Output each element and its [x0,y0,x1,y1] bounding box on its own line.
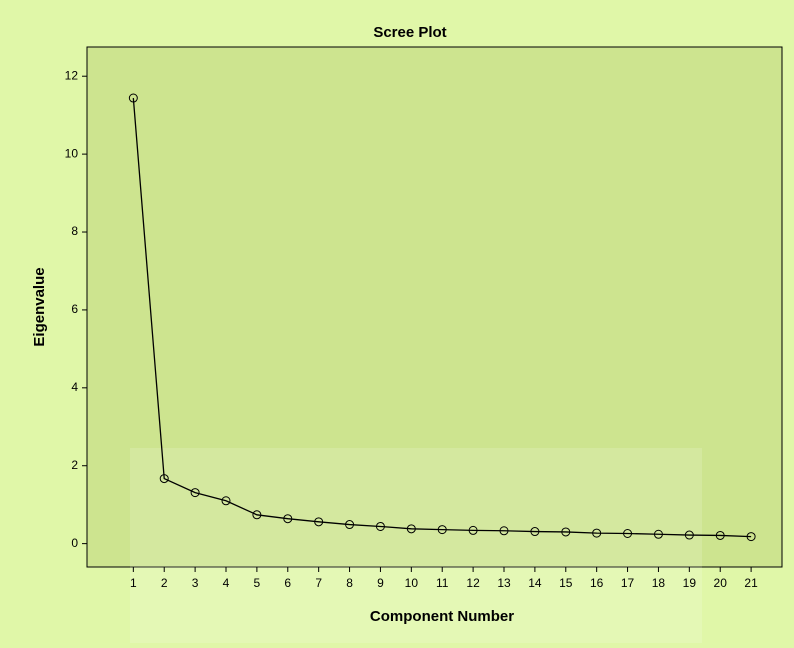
x-tick-label: 6 [284,576,291,590]
x-tick-label: 2 [161,576,168,590]
x-tick-label: 21 [744,576,758,590]
x-tick-label: 3 [192,576,199,590]
x-tick-label: 20 [714,576,728,590]
x-tick-label: 5 [254,576,261,590]
x-tick-label: 15 [559,576,573,590]
x-tick-label: 1 [130,576,137,590]
x-tick-label: 17 [621,576,635,590]
x-tick-label: 4 [223,576,230,590]
x-axis-label: Component Number [370,608,514,625]
y-tick-label: 10 [65,146,79,160]
x-tick-label: 16 [590,576,604,590]
y-tick-label: 4 [71,380,78,394]
chart-title: Scree Plot [373,24,446,41]
y-tick-label: 12 [65,68,79,82]
x-tick-label: 19 [683,576,697,590]
x-tick-label: 9 [377,576,384,590]
y-tick-label: 2 [71,458,78,472]
y-tick-label: 8 [71,224,78,238]
y-axis-label: Eigenvalue [31,267,48,346]
x-tick-label: 12 [466,576,480,590]
y-tick-label: 0 [71,536,78,550]
y-tick-label: 6 [71,302,78,316]
x-tick-label: 11 [436,576,449,590]
x-tick-label: 18 [652,576,666,590]
x-tick-label: 7 [315,576,322,590]
x-tick-label: 10 [405,576,419,590]
x-tick-label: 8 [346,576,353,590]
x-tick-label: 14 [528,576,542,590]
chart: Scree Plot Component Number Eigenvalue 0… [0,0,794,643]
x-tick-label: 13 [497,576,511,590]
